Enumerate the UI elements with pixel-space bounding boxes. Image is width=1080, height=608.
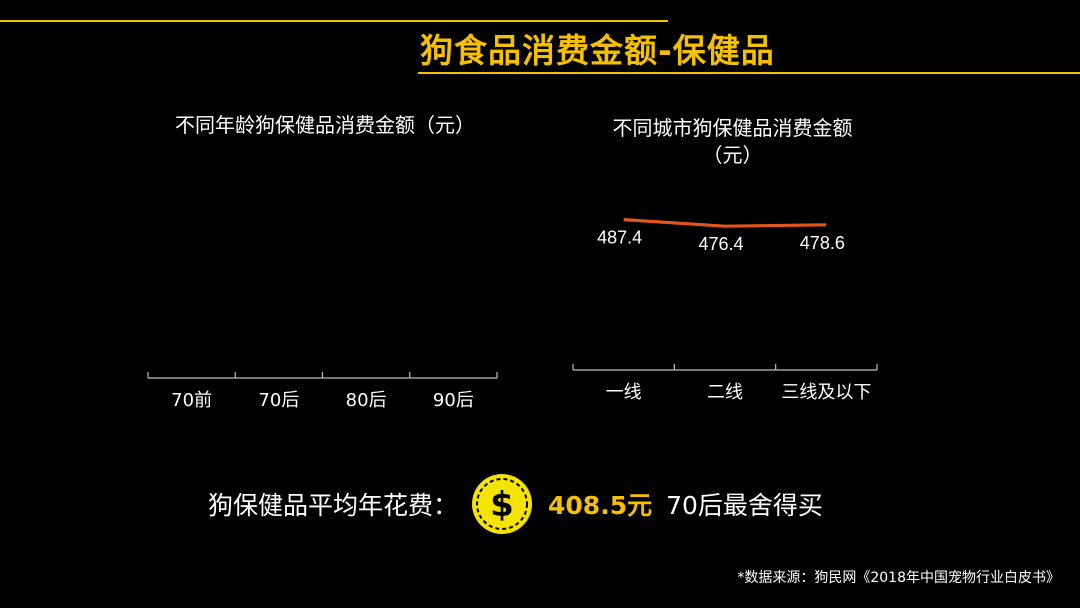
summary-note: 70后最舍得买 — [666, 491, 823, 520]
category-label: 一线 — [606, 382, 642, 403]
category-label: 70前 — [171, 390, 212, 411]
category-label: 二线 — [707, 382, 743, 403]
age-chart-title: 不同年龄狗保健品消费金额（元） — [175, 113, 475, 137]
page-title: 狗食品消费金额-保健品 — [420, 31, 775, 70]
data-label: 478.6 — [800, 233, 845, 253]
category-label: 90后 — [433, 390, 474, 411]
data-label: 487.4 — [597, 228, 642, 248]
summary-label: 狗保健品平均年花费： — [208, 491, 459, 520]
summary-row: 狗保健品平均年花费： $ 408.5元 70后最舍得买 — [208, 474, 823, 534]
title-underline — [418, 72, 1080, 74]
summary-amount: 408.5元 — [548, 491, 653, 520]
data-label: 476.4 — [698, 234, 743, 254]
city-chart-title: 不同城市狗保健品消费金额（元） — [612, 116, 853, 167]
data-source: *数据来源：狗民网《2018年中国宠物行业白皮书》 — [737, 570, 1060, 586]
top-divider — [0, 20, 668, 22]
category-label: 70后 — [258, 390, 299, 411]
category-label: 三线及以下 — [781, 382, 871, 403]
dollar-coin-icon: $ — [472, 474, 533, 534]
category-label: 80后 — [346, 390, 387, 411]
svg-text:$: $ — [490, 485, 514, 525]
series-line — [623, 218, 827, 228]
